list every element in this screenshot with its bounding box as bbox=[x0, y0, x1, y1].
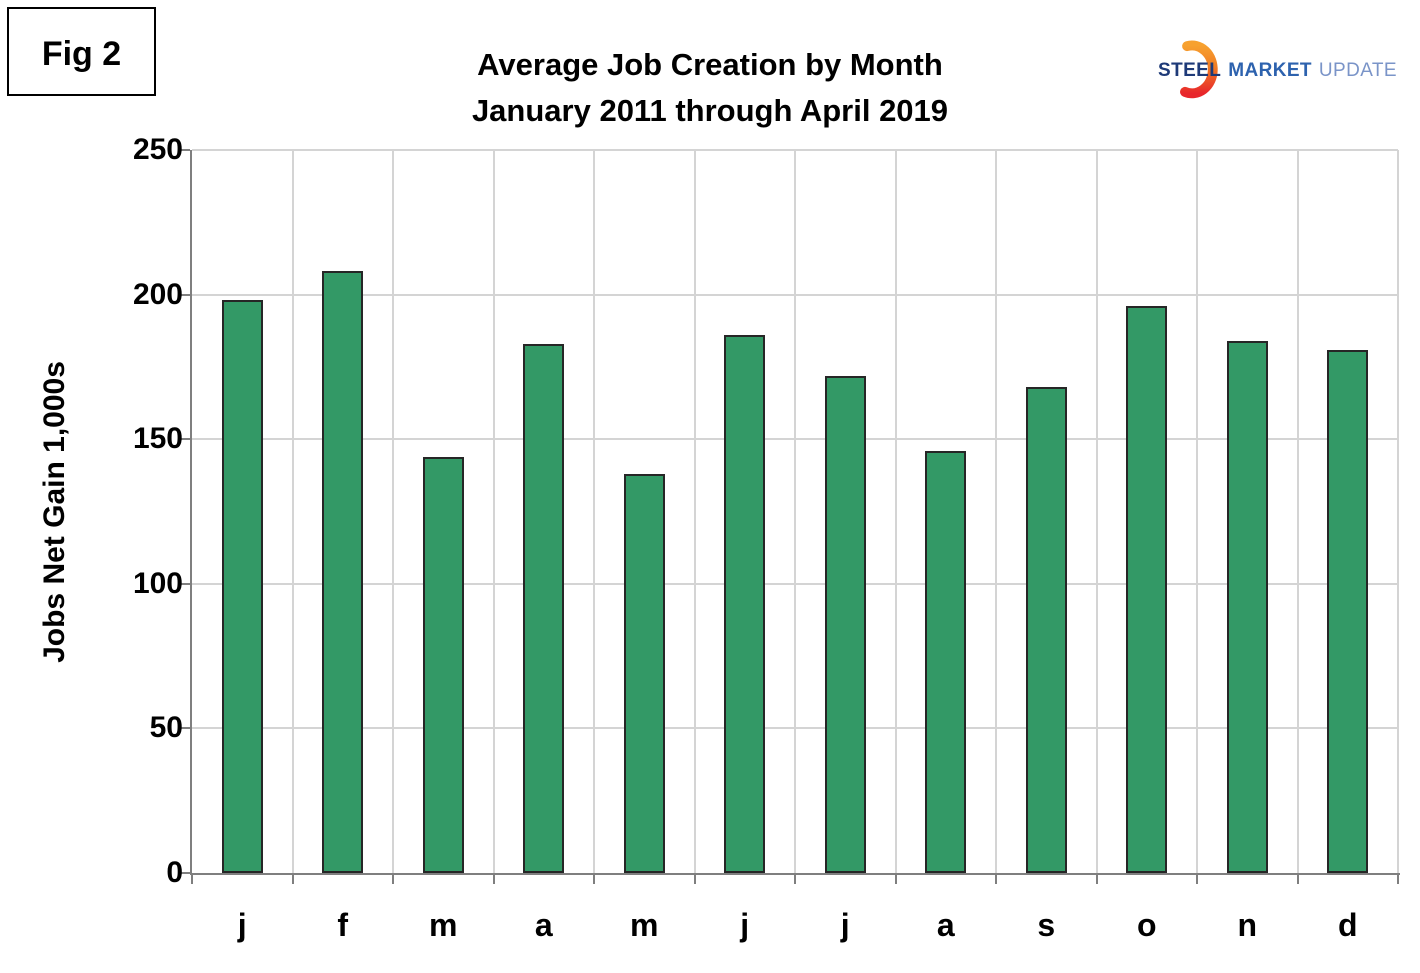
y-axis-tick bbox=[181, 727, 190, 730]
x-axis-tick bbox=[593, 875, 595, 884]
x-axis-label: d bbox=[1337, 907, 1358, 943]
x-axis-tick bbox=[693, 875, 696, 884]
figure-number-box: Fig 2 bbox=[7, 7, 156, 96]
bar-a-3 bbox=[523, 343, 565, 873]
x-axis-tick bbox=[995, 875, 997, 884]
chart-title: Average Job Creation by Month January 20… bbox=[0, 42, 1420, 134]
gridline-vertical bbox=[794, 150, 796, 873]
logo-wordmark: STEEL MARKET UPDATE bbox=[1158, 60, 1397, 82]
bar-m-2 bbox=[422, 456, 464, 873]
figure-number-label: Fig 2 bbox=[41, 35, 122, 73]
y-axis-tick-label: 200 bbox=[132, 277, 183, 311]
chart-title-line2: January 2011 through April 2019 bbox=[471, 93, 949, 128]
y-axis-tick bbox=[181, 438, 190, 441]
bar-j-0 bbox=[221, 300, 263, 873]
x-axis-label: n bbox=[1237, 907, 1258, 943]
bar-f-1 bbox=[322, 271, 364, 873]
logo-word-steel: STEEL bbox=[1158, 60, 1222, 81]
y-axis-tick-label: 0 bbox=[166, 856, 183, 889]
chart-title-line1: Average Job Creation by Month bbox=[477, 47, 943, 82]
logo-word-market: MARKET bbox=[1228, 60, 1312, 81]
x-axis-label: s bbox=[1037, 907, 1056, 943]
gridline-vertical bbox=[1397, 150, 1399, 873]
x-axis-tick bbox=[1196, 875, 1198, 884]
x-axis-label: j bbox=[740, 907, 750, 943]
bar-d-11 bbox=[1327, 349, 1369, 873]
y-axis-tick bbox=[181, 582, 190, 585]
gridline-vertical bbox=[593, 150, 595, 873]
gridline-vertical bbox=[894, 150, 897, 873]
gridline-vertical bbox=[1296, 150, 1299, 873]
crescent-icon bbox=[1180, 40, 1218, 99]
gridline-vertical bbox=[995, 150, 997, 873]
x-axis-label: o bbox=[1136, 907, 1157, 943]
gridline-vertical bbox=[1095, 150, 1098, 873]
x-axis-tick bbox=[794, 875, 796, 884]
y-axis-tick-label: 150 bbox=[132, 422, 183, 456]
gridline-vertical bbox=[693, 150, 696, 873]
y-axis-title: Jobs Net Gain 1,000s bbox=[38, 360, 71, 663]
gridline-vertical bbox=[492, 150, 495, 873]
y-axis-tick bbox=[181, 149, 190, 151]
y-axis-tick bbox=[181, 872, 190, 874]
bar-a-7 bbox=[925, 450, 967, 873]
y-axis-line bbox=[190, 150, 192, 875]
x-axis-label: m bbox=[630, 907, 659, 943]
x-axis-label: j bbox=[237, 907, 247, 943]
y-axis-tick-label: 250 bbox=[132, 133, 183, 166]
gridline-vertical bbox=[291, 150, 294, 873]
bar-s-8 bbox=[1025, 387, 1067, 873]
x-axis-label: m bbox=[429, 907, 458, 943]
bar-j-5 bbox=[724, 335, 766, 873]
bar-j-6 bbox=[824, 375, 866, 873]
x-axis-tick bbox=[392, 875, 394, 884]
bar-o-9 bbox=[1126, 306, 1168, 873]
x-axis-tick bbox=[291, 875, 294, 884]
x-axis-tick bbox=[894, 875, 897, 884]
y-axis-tick-label: 50 bbox=[149, 711, 183, 745]
bar-m-4 bbox=[623, 473, 665, 873]
x-axis-label: a bbox=[534, 907, 553, 943]
bar-n-10 bbox=[1226, 340, 1268, 873]
logo-word-update: UPDATE bbox=[1318, 60, 1397, 81]
steel-market-update-logo: STEEL MARKET UPDATE bbox=[1145, 36, 1397, 104]
x-axis-tick bbox=[191, 875, 193, 884]
gridline-vertical bbox=[392, 150, 394, 873]
x-axis-label: j bbox=[840, 907, 850, 943]
x-axis-tick bbox=[1296, 875, 1299, 884]
x-axis-label: f bbox=[337, 907, 349, 943]
x-axis-tick bbox=[1095, 875, 1098, 884]
x-axis-line bbox=[190, 873, 1400, 875]
gridline-vertical bbox=[1196, 150, 1198, 873]
x-axis-tick bbox=[492, 875, 495, 884]
y-axis-tick bbox=[181, 293, 190, 296]
x-axis-tick bbox=[1397, 875, 1399, 884]
x-axis-label: a bbox=[936, 907, 955, 943]
plot-area: 0 50 100 150 200 250 j f m a m j j a s o n d bbox=[133, 135, 1400, 943]
y-axis-tick-label: 100 bbox=[132, 566, 183, 600]
